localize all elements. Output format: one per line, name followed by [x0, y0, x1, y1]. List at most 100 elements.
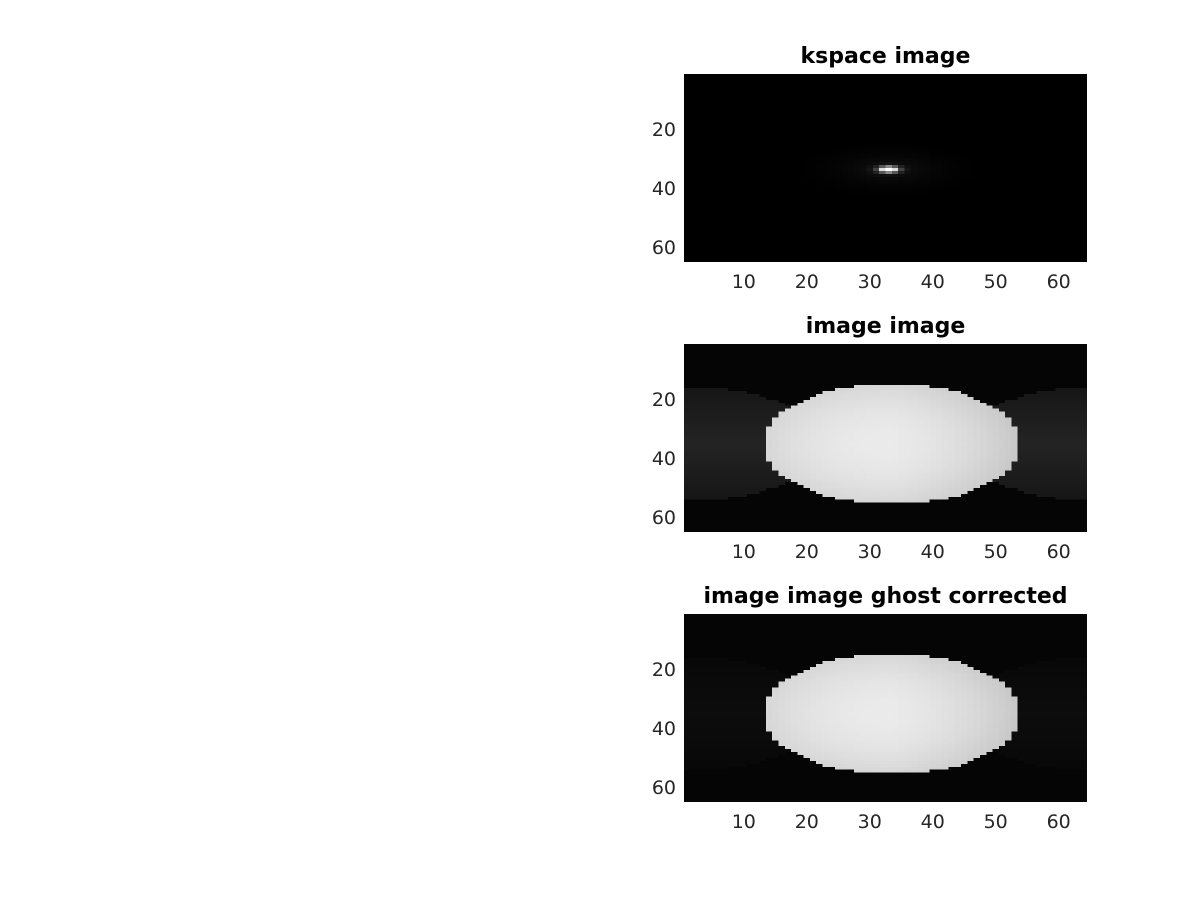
heatmap-cell — [935, 191, 943, 196]
heatmap-cell — [709, 346, 717, 351]
heatmap-cell — [879, 379, 887, 383]
heatmap-cell — [998, 135, 1006, 140]
heatmap-cell — [904, 112, 912, 116]
heatmap-cell — [954, 197, 962, 201]
heatmap-cell — [1030, 358, 1038, 363]
heatmap-cell — [854, 112, 861, 116]
heatmap-cell — [967, 259, 975, 262]
heatmap-cell — [1061, 147, 1069, 151]
heatmap-cell — [1017, 170, 1025, 175]
heatmap-cell — [935, 235, 943, 240]
heatmap-cell — [841, 123, 849, 128]
heatmap-cell — [935, 220, 943, 225]
heatmap-cell — [1005, 238, 1013, 243]
heatmap-cell — [885, 220, 893, 225]
heatmap-cell — [828, 121, 836, 125]
heatmap-cell — [835, 358, 843, 363]
heatmap-cell — [1024, 203, 1031, 207]
heatmap-cell — [1042, 76, 1050, 81]
heatmap-cell — [791, 379, 798, 383]
heatmap-cell — [746, 153, 754, 157]
heatmap-cell — [734, 238, 742, 243]
heatmap-cell — [973, 352, 981, 357]
heatmap-cell — [961, 367, 968, 372]
heatmap-cell — [803, 79, 811, 84]
heatmap-cell — [803, 247, 811, 251]
heatmap-cell — [709, 126, 717, 131]
heatmap-cell — [828, 144, 836, 149]
heatmap-cell — [979, 182, 987, 187]
heatmap-cell — [879, 370, 887, 374]
heatmap-cell — [948, 103, 956, 107]
heatmap-cell — [1042, 118, 1050, 122]
heatmap-cell — [778, 206, 786, 210]
heatmap-cell — [998, 156, 1006, 160]
heatmap-cell — [696, 226, 704, 231]
heatmap-cell — [986, 132, 994, 137]
heatmap-cell — [916, 147, 924, 151]
heatmap-cell — [891, 206, 899, 210]
heatmap-cell — [690, 259, 698, 262]
heatmap-cell — [797, 229, 805, 234]
heatmap-cell — [929, 209, 937, 213]
heatmap-cell — [847, 226, 855, 231]
heatmap-cell — [910, 88, 918, 93]
heatmap-cell — [784, 179, 792, 184]
heatmap-cell — [923, 238, 931, 243]
heatmap-cell — [998, 215, 1006, 219]
heatmap-cell — [885, 118, 893, 122]
heatmap-cell — [986, 91, 994, 96]
heatmap-cell — [803, 235, 811, 240]
heatmap-cell — [948, 168, 956, 172]
heatmap-cell — [715, 367, 723, 372]
heatmap-cell — [684, 159, 691, 163]
heatmap-cell — [979, 253, 987, 257]
heatmap-cell — [1080, 203, 1087, 207]
heatmap-cell — [1080, 194, 1087, 198]
heatmap-cell — [847, 197, 855, 201]
heatmap-cell — [1030, 103, 1038, 107]
heatmap-cell — [753, 232, 761, 237]
heatmap-cell — [803, 121, 811, 125]
heatmap-cell — [860, 168, 868, 172]
heatmap-cell — [860, 235, 868, 240]
heatmap-cell — [740, 346, 748, 351]
heatmap-cell — [1017, 355, 1025, 360]
heatmap-cell — [904, 361, 912, 366]
heatmap-cell — [1074, 115, 1082, 119]
heatmap-cell — [753, 367, 761, 372]
heatmap-cell — [1011, 355, 1019, 360]
heatmap-cell — [696, 241, 704, 245]
heatmap-cell — [734, 118, 742, 122]
heatmap-cell — [879, 165, 887, 169]
heatmap-cell — [791, 235, 798, 240]
heatmap-cell — [1055, 200, 1063, 204]
heatmap-cell — [828, 153, 836, 157]
heatmap-cell — [898, 159, 905, 163]
heatmap-cell — [948, 358, 956, 363]
heatmap-cell — [702, 138, 710, 143]
heatmap-cell — [885, 229, 893, 234]
heatmap-cell — [916, 179, 924, 184]
heatmap-cell — [797, 206, 805, 210]
heatmap-cell — [986, 165, 994, 169]
heatmap-cell — [898, 361, 905, 366]
heatmap-cell — [721, 355, 729, 360]
heatmap-cell — [841, 238, 849, 243]
heatmap-cell — [784, 355, 792, 360]
heatmap-cell — [797, 212, 805, 216]
heatmap-cell — [1049, 200, 1057, 204]
heatmap-cell — [822, 76, 830, 81]
heatmap-cell — [1042, 223, 1050, 228]
heatmap-cell — [702, 370, 710, 374]
heatmap-cell — [1030, 361, 1038, 366]
heatmap-cell — [860, 179, 868, 184]
heatmap-cell — [998, 153, 1006, 157]
heatmap-cell — [791, 74, 798, 78]
heatmap-cell — [690, 203, 698, 207]
heatmap-cell — [765, 194, 773, 198]
heatmap-cell — [1017, 135, 1025, 140]
heatmap-cell — [690, 85, 698, 90]
heatmap-cell — [828, 244, 836, 248]
heatmap-cell — [992, 206, 1000, 210]
